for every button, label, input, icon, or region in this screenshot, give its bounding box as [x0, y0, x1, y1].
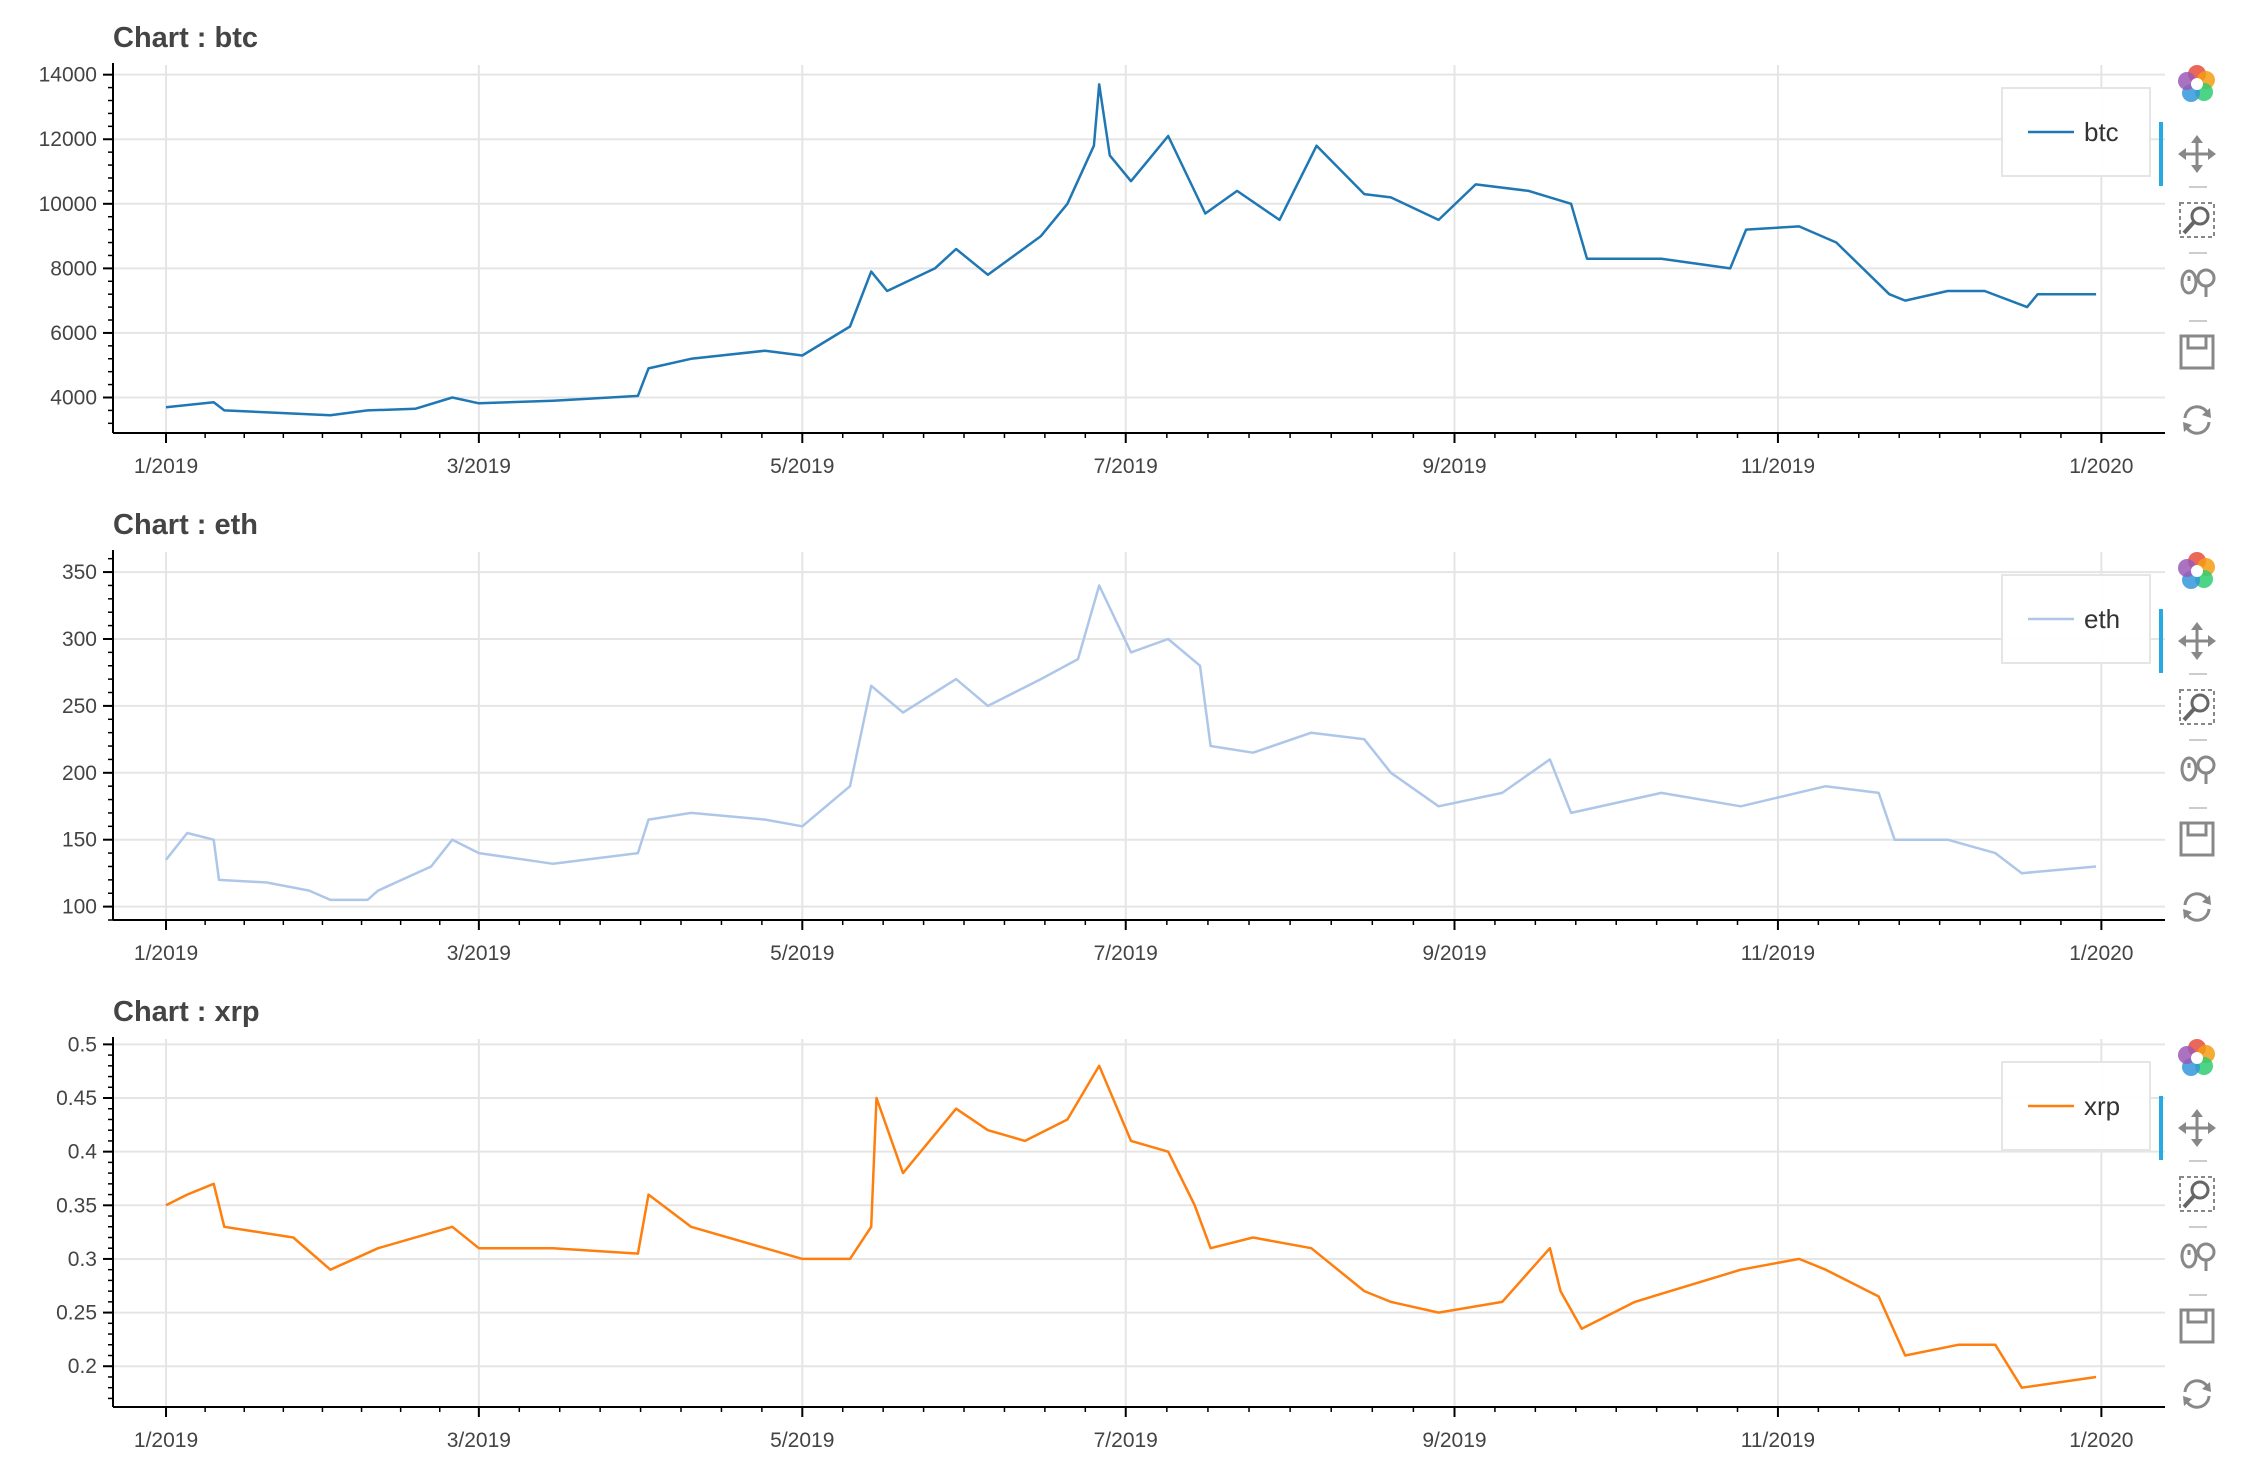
x-tick-label: 11/2019	[1741, 455, 1815, 478]
x-tick-label: 3/2019	[447, 942, 511, 965]
x-tick-label: 1/2020	[2069, 455, 2133, 478]
y-tick-label: 150	[62, 829, 97, 852]
chart-title: Chart : xrp	[113, 996, 260, 1028]
chart-panel-xrp: Chart : xrp 0.2 0.25 0.3 0.35 0.4 0.45 0.5 1/20…	[0, 974, 2250, 1464]
x-tick-label: 1/2019	[134, 1429, 198, 1452]
y-tick-label: 10000	[39, 193, 97, 216]
legend-box	[2001, 574, 2151, 664]
series-line-eth	[165, 584, 2097, 902]
pan-tool-icon[interactable]	[2175, 619, 2219, 663]
y-tick-label: 0.3	[68, 1248, 97, 1271]
y-tick-label: 14000	[39, 64, 97, 87]
y-tick-label: 0.35	[56, 1194, 97, 1217]
x-tick-label: 7/2019	[1094, 1429, 1158, 1452]
wheel-zoom-icon[interactable]	[2175, 747, 2219, 791]
bokeh-logo-icon[interactable]	[2175, 1036, 2219, 1080]
plot-area[interactable]: 100 150 200 250 300 350 1/2019 3/2019 5/2019 7/20…	[0, 487, 2180, 977]
toolbar-separator	[2189, 807, 2207, 809]
y-tick-label: 0.25	[56, 1302, 97, 1325]
x-tick-label: 1/2019	[134, 455, 198, 478]
plot-area[interactable]: 0.2 0.25 0.3 0.35 0.4 0.45 0.5 1/2019 3/2019 5/20…	[0, 974, 2180, 1464]
bokeh-logo-icon[interactable]	[2175, 549, 2219, 593]
x-tick-label: 9/2019	[1422, 942, 1486, 965]
chart-panel-btc: Chart : btc 4000 6000 8000 10000 12000 14000 1…	[0, 0, 2250, 490]
chart-panel-eth: Chart : eth 100 150 200 250 300 350 1/2019 3/20…	[0, 487, 2250, 977]
y-tick-label: 200	[62, 762, 97, 785]
x-tick-label: 11/2019	[1741, 1429, 1815, 1452]
x-tick-label: 3/2019	[447, 1429, 511, 1452]
toolbar-separator	[2189, 320, 2207, 322]
x-tick-label: 1/2019	[134, 942, 198, 965]
series-line-xrp	[165, 1064, 2097, 1389]
legend: xrp	[2001, 1061, 2151, 1151]
toolbar-separator	[2189, 739, 2207, 741]
x-tick-label: 5/2019	[770, 942, 834, 965]
x-tick-label: 1/2020	[2069, 942, 2133, 965]
x-tick-label: 3/2019	[447, 455, 511, 478]
bokeh-logo-icon[interactable]	[2175, 62, 2219, 106]
legend-box	[2001, 1061, 2151, 1151]
series-line-btc	[165, 83, 2097, 417]
toolbar-separator	[2189, 1226, 2207, 1228]
reset-icon[interactable]	[2175, 398, 2219, 442]
reset-icon[interactable]	[2175, 1372, 2219, 1416]
active-tool-indicator	[2159, 609, 2163, 673]
toolbar-separator	[2189, 1160, 2207, 1162]
y-tick-label: 0.5	[68, 1033, 97, 1056]
pan-tool-icon[interactable]	[2175, 1106, 2219, 1150]
y-tick-label: 100	[62, 896, 97, 919]
y-tick-label: 0.4	[68, 1141, 98, 1164]
x-tick-label: 7/2019	[1094, 942, 1158, 965]
wheel-zoom-icon[interactable]	[2175, 260, 2219, 304]
toolbar-separator	[2189, 673, 2207, 675]
y-tick-label: 4000	[50, 386, 97, 409]
reset-icon[interactable]	[2175, 885, 2219, 929]
box-zoom-icon[interactable]	[2175, 1172, 2219, 1216]
toolbar-separator	[2189, 252, 2207, 254]
y-tick-label: 300	[62, 628, 97, 651]
pan-tool-icon[interactable]	[2175, 132, 2219, 176]
legend-label: xrp	[2084, 1091, 2120, 1121]
x-tick-label: 9/2019	[1422, 455, 1486, 478]
y-tick-label: 0.2	[68, 1355, 97, 1378]
x-tick-label: 11/2019	[1741, 942, 1815, 965]
active-tool-indicator	[2159, 1096, 2163, 1160]
x-tick-label: 5/2019	[770, 455, 834, 478]
save-icon[interactable]	[2175, 330, 2219, 374]
active-tool-indicator	[2159, 122, 2163, 186]
x-tick-label: 1/2020	[2069, 1429, 2133, 1452]
x-tick-label: 9/2019	[1422, 1429, 1486, 1452]
toolbar-separator	[2189, 1294, 2207, 1296]
y-tick-label: 350	[62, 561, 97, 584]
chart-title: Chart : eth	[113, 509, 258, 541]
plot-area[interactable]: 4000 6000 8000 10000 12000 14000 1/2019 3/2019 5…	[0, 0, 2180, 490]
y-tick-label: 8000	[50, 257, 97, 280]
legend: btc	[2001, 87, 2151, 177]
chart-title: Chart : btc	[113, 22, 258, 54]
box-zoom-icon[interactable]	[2175, 198, 2219, 242]
box-zoom-icon[interactable]	[2175, 685, 2219, 729]
legend-label: btc	[2084, 117, 2119, 147]
y-tick-label: 12000	[39, 128, 97, 151]
save-icon[interactable]	[2175, 1304, 2219, 1348]
toolbar-separator	[2189, 186, 2207, 188]
x-tick-label: 5/2019	[770, 1429, 834, 1452]
y-tick-label: 0.45	[56, 1087, 97, 1110]
legend-box	[2001, 87, 2151, 177]
save-icon[interactable]	[2175, 817, 2219, 861]
legend-label: eth	[2084, 604, 2120, 634]
x-tick-label: 7/2019	[1094, 455, 1158, 478]
legend: eth	[2001, 574, 2151, 664]
y-tick-label: 6000	[50, 322, 97, 345]
y-tick-label: 250	[62, 695, 97, 718]
wheel-zoom-icon[interactable]	[2175, 1234, 2219, 1278]
